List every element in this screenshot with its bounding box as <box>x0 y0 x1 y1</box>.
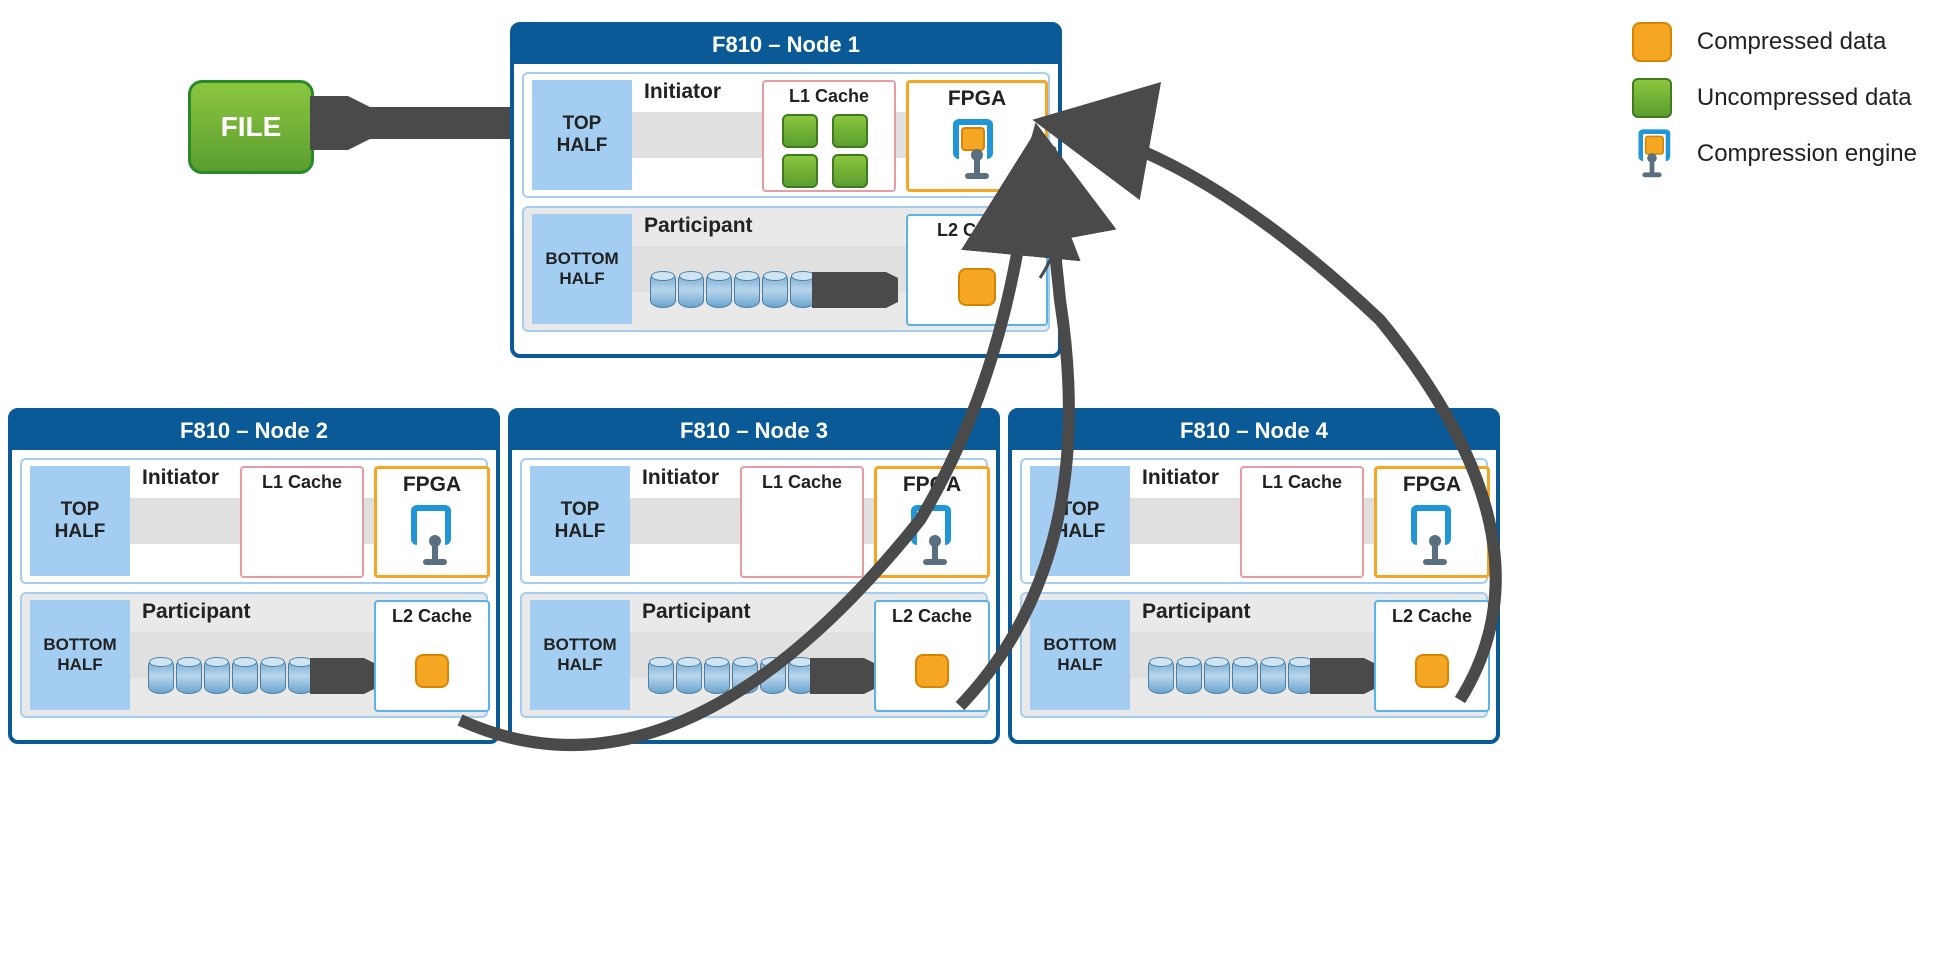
node-title: F810 – Node 3 <box>512 412 996 450</box>
section-label: Initiator <box>1142 466 1219 490</box>
section-label: Participant <box>642 600 751 624</box>
l1-label: L1 Cache <box>242 472 362 493</box>
l2-label: L2 Cache <box>908 220 1046 241</box>
bottom-half: BOTTOM HALF Participant L2 Cache <box>20 592 488 718</box>
half-label: TOP HALF <box>30 466 130 576</box>
section-label: Participant <box>142 600 251 624</box>
compression-engine-icon <box>905 501 965 571</box>
section-label: Initiator <box>644 80 721 104</box>
node1-top-half: TOP HALF Initiator L1 Cache FPGA <box>522 72 1050 198</box>
compressed-block-icon <box>915 654 949 688</box>
arrow-node1-l2-to-fpga <box>1032 108 1112 308</box>
half-label: TOP HALF <box>530 466 630 576</box>
l2-cache: L2 Cache <box>874 600 990 712</box>
fpga-label: FPGA <box>1377 473 1487 497</box>
legend-label: Compressed data <box>1697 28 1886 56</box>
half-label: BOTTOM HALF <box>1030 600 1130 710</box>
legend-label: Compression engine <box>1697 140 1917 168</box>
fpga-label: FPGA <box>909 87 1045 111</box>
compression-engine-icon <box>1629 131 1675 177</box>
half-label: BOTTOM HALF <box>30 600 130 710</box>
node-4: F810 – Node 4 TOP HALF Initiator L1 Cach… <box>1008 408 1500 744</box>
legend-row-compressed: Compressed data <box>1629 20 1917 64</box>
uncompressed-block-icon <box>782 114 818 148</box>
l1-cache: L1 Cache <box>1240 466 1364 578</box>
uncompressed-block-icon <box>832 114 868 148</box>
node-3: F810 – Node 3 TOP HALF Initiator L1 Cach… <box>508 408 1000 744</box>
legend-label: Uncompressed data <box>1697 84 1912 112</box>
l1-cache: L1 Cache <box>762 80 896 192</box>
legend: Compressed data Uncompressed data Compre… <box>1629 20 1917 188</box>
uncompressed-block-icon <box>782 154 818 188</box>
fpga: FPGA <box>374 466 490 578</box>
l1-label: L1 Cache <box>742 472 862 493</box>
l2-label: L2 Cache <box>376 606 488 627</box>
half-label: TOP HALF <box>532 80 632 190</box>
compressed-data-icon <box>1629 19 1675 65</box>
arrow-disk-to-l2 <box>810 658 876 694</box>
compression-engine-icon <box>947 115 1007 185</box>
uncompressed-data-icon <box>1629 75 1675 121</box>
fpga: FPGA <box>874 466 990 578</box>
l2-cache: L2 Cache <box>906 214 1048 326</box>
fpga-label: FPGA <box>377 473 487 497</box>
half-label: BOTTOM HALF <box>532 214 632 324</box>
arrow-disk-to-l2 <box>1310 658 1376 694</box>
compressed-block-icon <box>1415 654 1449 688</box>
compressed-block-icon <box>958 268 996 306</box>
l1-label: L1 Cache <box>764 86 894 107</box>
node-title: F810 – Node 2 <box>12 412 496 450</box>
node-1: F810 – Node 1 TOP HALF Initiator L1 Cach… <box>510 22 1062 358</box>
top-half: TOP HALF Initiator L1 Cache FPGA <box>20 458 488 584</box>
uncompressed-block-icon <box>832 154 868 188</box>
node-2: F810 – Node 2 TOP HALF Initiator L1 Cach… <box>8 408 500 744</box>
bottom-half: BOTTOM HALF Participant L2 Cache <box>1020 592 1488 718</box>
l1-label: L1 Cache <box>1242 472 1362 493</box>
half-label: TOP HALF <box>1030 466 1130 576</box>
top-half: TOP HALF Initiator L1 Cache FPGA <box>1020 458 1488 584</box>
half-label: BOTTOM HALF <box>530 600 630 710</box>
legend-row-engine: Compression engine <box>1629 132 1917 176</box>
legend-row-uncompressed: Uncompressed data <box>1629 76 1917 120</box>
top-half: TOP HALF Initiator L1 Cache FPGA <box>520 458 988 584</box>
disk-row-icon <box>650 272 816 308</box>
node-title: F810 – Node 1 <box>514 26 1058 64</box>
arrow-disk-to-l2 <box>310 658 376 694</box>
bottom-half: BOTTOM HALF Participant L2 Cache <box>520 592 988 718</box>
l2-cache: L2 Cache <box>374 600 490 712</box>
compression-engine-icon <box>1405 501 1465 571</box>
fpga: FPGA <box>1374 466 1490 578</box>
l1-cache: L1 Cache <box>740 466 864 578</box>
fpga: FPGA <box>906 80 1048 192</box>
compressed-block-icon <box>415 654 449 688</box>
l1-cache: L1 Cache <box>240 466 364 578</box>
section-label: Initiator <box>642 466 719 490</box>
l2-label: L2 Cache <box>876 606 988 627</box>
disk-row-icon <box>148 658 314 694</box>
fpga-label: FPGA <box>877 473 987 497</box>
l2-cache: L2 Cache <box>1374 600 1490 712</box>
arrow-disk-to-l2 <box>812 272 898 308</box>
file-output: FILE <box>188 80 314 174</box>
arrow-file <box>310 96 520 150</box>
node1-bottom-half: BOTTOM HALF Participant L2 Cache <box>522 206 1050 332</box>
compression-engine-icon <box>405 501 465 571</box>
section-label: Participant <box>644 214 753 238</box>
disk-row-icon <box>1148 658 1314 694</box>
section-label: Initiator <box>142 466 219 490</box>
l2-label: L2 Cache <box>1376 606 1488 627</box>
section-label: Participant <box>1142 600 1251 624</box>
node-title: F810 – Node 4 <box>1012 412 1496 450</box>
disk-row-icon <box>648 658 814 694</box>
file-label: FILE <box>221 111 282 143</box>
